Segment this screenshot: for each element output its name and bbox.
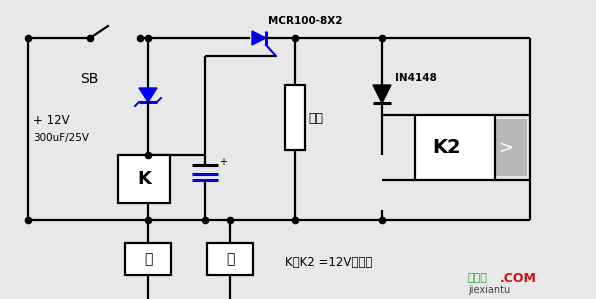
Text: K、K2 =12V继电器: K、K2 =12V继电器 bbox=[285, 256, 372, 269]
Text: >: > bbox=[498, 138, 514, 156]
Polygon shape bbox=[252, 31, 266, 45]
Bar bbox=[207, 243, 253, 275]
Text: 关: 关 bbox=[144, 252, 152, 266]
Text: +: + bbox=[219, 157, 227, 167]
Bar bbox=[485, 119, 527, 176]
Text: K2: K2 bbox=[433, 138, 461, 157]
Bar bbox=[285, 85, 305, 150]
Text: MCR100-8X2: MCR100-8X2 bbox=[268, 16, 343, 26]
Text: + 12V: + 12V bbox=[33, 114, 70, 126]
Text: SB: SB bbox=[80, 72, 98, 86]
Text: 负载: 负载 bbox=[308, 112, 323, 124]
Text: 300uF/25V: 300uF/25V bbox=[33, 133, 89, 143]
Bar bbox=[415, 115, 495, 180]
Bar bbox=[125, 243, 171, 275]
Polygon shape bbox=[373, 85, 391, 103]
Text: K: K bbox=[137, 170, 151, 188]
Bar bbox=[118, 155, 170, 203]
Text: IN4148: IN4148 bbox=[395, 73, 437, 83]
Polygon shape bbox=[139, 88, 157, 102]
Text: 接线图: 接线图 bbox=[468, 273, 488, 283]
Text: .COM: .COM bbox=[500, 271, 537, 285]
Text: jiexiantu: jiexiantu bbox=[468, 285, 510, 295]
Text: 开: 开 bbox=[226, 252, 234, 266]
